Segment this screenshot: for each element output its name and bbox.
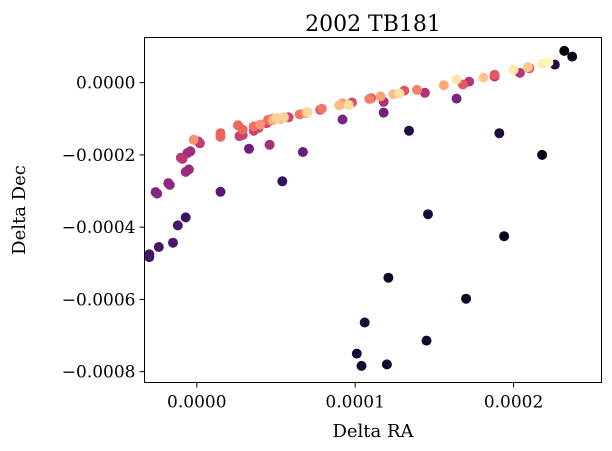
data-point — [215, 131, 226, 142]
data-point — [378, 107, 389, 118]
data-point — [297, 147, 308, 157]
data-point — [423, 209, 433, 220]
data-point — [537, 149, 548, 160]
data-point — [508, 64, 519, 75]
data-point — [559, 45, 570, 56]
data-point — [302, 107, 313, 118]
data-point — [153, 242, 164, 252]
data-point — [334, 100, 345, 111]
data-point — [543, 57, 554, 68]
data-point — [168, 237, 178, 248]
data-point — [359, 317, 370, 328]
data-point — [150, 187, 161, 198]
data-point — [188, 134, 199, 145]
x-axis: 0.0000 0.0001 0.0002 — [167, 382, 543, 413]
data-point — [567, 51, 578, 62]
y-tick-label: −0.0004 — [62, 218, 136, 238]
data-point — [175, 152, 186, 163]
y-axis-label: Delta Dec — [9, 165, 30, 255]
x-tick-label: 0.0001 — [325, 393, 384, 413]
data-point — [421, 335, 432, 346]
data-point — [404, 125, 414, 136]
data-point — [164, 179, 175, 190]
data-point — [271, 113, 281, 124]
data-point — [144, 249, 155, 260]
data-point — [237, 124, 248, 135]
data-point — [351, 348, 362, 359]
data-point — [522, 62, 533, 73]
data-point — [412, 84, 422, 95]
data-point — [461, 293, 472, 304]
data-point — [264, 139, 275, 150]
data-point — [215, 186, 226, 197]
data-point — [383, 272, 394, 283]
data-point — [499, 231, 510, 242]
chart-title: 2002 TB181 — [305, 12, 441, 37]
y-tick-label: −0.0008 — [62, 363, 136, 383]
data-point — [375, 91, 386, 102]
data-point — [381, 359, 392, 370]
data-point — [337, 114, 348, 125]
data-point — [343, 100, 354, 111]
y-tick-label: −0.0006 — [62, 290, 136, 310]
data-point — [478, 72, 489, 83]
data-point — [494, 128, 505, 139]
x-axis-label: Delta RA — [332, 421, 414, 442]
data-point — [278, 112, 289, 123]
y-tick-label: 0.0000 — [76, 74, 135, 94]
x-tick-label: 0.0002 — [484, 393, 543, 413]
data-point — [394, 88, 405, 99]
data-point — [172, 220, 183, 231]
y-axis: 0.0000 −0.0002 −0.0004 −0.0006 −0.0008 — [62, 74, 145, 383]
data-point — [277, 176, 288, 187]
data-point — [451, 93, 462, 104]
data-point — [419, 87, 430, 98]
data-point — [356, 360, 367, 371]
data-point — [316, 103, 327, 114]
data-point — [180, 212, 191, 223]
data-point — [364, 93, 375, 104]
data-point — [244, 143, 254, 154]
y-tick-label: −0.0002 — [62, 146, 136, 166]
data-point — [438, 80, 449, 91]
points-layer — [144, 45, 578, 371]
data-point — [183, 164, 194, 175]
data-point — [255, 119, 266, 130]
data-point — [185, 146, 196, 157]
plot-frame — [144, 37, 602, 383]
x-tick-label: 0.0000 — [167, 393, 226, 413]
data-point — [451, 74, 462, 85]
data-point — [489, 69, 500, 80]
